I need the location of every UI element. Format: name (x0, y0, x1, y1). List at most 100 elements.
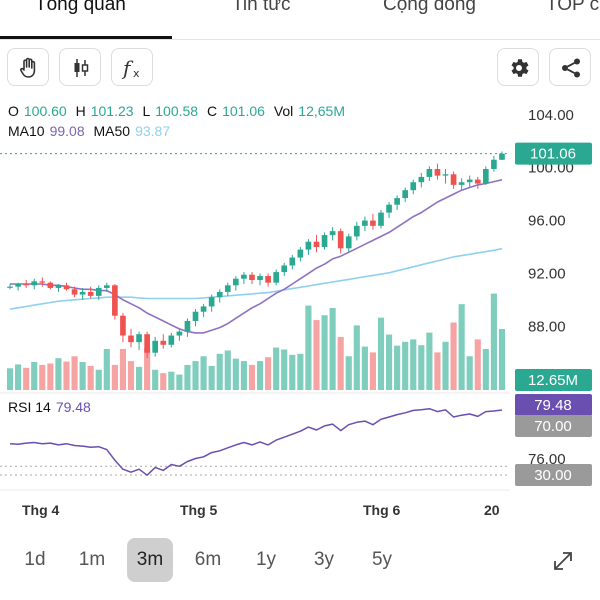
candle-body (345, 236, 352, 249)
ohlc-legend: O 100.60 H 101.23 L 100.58 C 101.06 Vol 12,65… (8, 103, 350, 119)
volume-bar (15, 364, 22, 390)
period-1d[interactable]: 1d (24, 549, 46, 570)
candle (63, 282, 70, 291)
candle-body (466, 179, 473, 183)
candle (39, 277, 46, 287)
volume-bar (256, 361, 264, 390)
candle-body (474, 179, 481, 184)
candle-body (370, 220, 376, 226)
candle-body (321, 235, 328, 247)
ma10-line (10, 179, 503, 334)
candle (410, 179, 417, 195)
volume-bar (345, 356, 352, 390)
volume-bar (192, 361, 199, 390)
candle (345, 233, 352, 253)
drawing-tool-button[interactable] (7, 48, 49, 86)
volume-bar (273, 347, 280, 390)
candle-body (87, 291, 94, 296)
candle (95, 285, 102, 300)
x-axis-tick: Thg 4 (22, 502, 60, 518)
candle (79, 287, 86, 300)
candle (176, 328, 183, 341)
candle-body (208, 297, 215, 307)
candle-body (434, 169, 441, 176)
candle-body (103, 285, 110, 288)
share-button[interactable] (549, 48, 591, 86)
candle (224, 282, 231, 296)
rsi-legend: RSI 14 79.48 (8, 399, 96, 415)
candle-body (152, 340, 159, 353)
x-axis-tick: Thg 5 (180, 502, 218, 518)
candle (136, 331, 142, 351)
candle (160, 334, 167, 349)
candle (120, 313, 126, 343)
price-axis-tick: 88.00 (528, 318, 566, 335)
candle (426, 166, 433, 181)
close-value: 101.06 (222, 103, 265, 119)
volume-bar (152, 369, 159, 390)
volume-bar (410, 339, 417, 390)
candle-body (362, 220, 368, 226)
share-icon (562, 58, 580, 78)
volume-label: Vol (273, 103, 294, 119)
volume-bar (71, 356, 78, 390)
ma50-line (9, 247, 503, 310)
candle (265, 273, 271, 287)
period-6m[interactable]: 6m (194, 549, 222, 570)
open-value: 100.60 (23, 103, 67, 119)
chart-canvas[interactable]: 104.00100.0096.0092.0088.0084.0076.00Thg… (0, 95, 600, 525)
candle-body (337, 231, 344, 249)
candle-body (120, 315, 126, 336)
volume-bar (394, 345, 401, 390)
candle (233, 276, 239, 291)
period-1y[interactable]: 1y (255, 549, 277, 570)
period-5y[interactable]: 5y (371, 549, 393, 570)
volume-bar (498, 329, 506, 390)
volume-bar (337, 336, 344, 390)
candle (152, 336, 159, 357)
candle-body (192, 311, 199, 321)
volume-bar (216, 353, 223, 390)
tab-top[interactable]: TOP c (546, 0, 600, 15)
candle-body (136, 334, 142, 343)
candle (499, 151, 505, 161)
tab-overview[interactable]: Tổng quan (35, 0, 126, 15)
candle (7, 283, 13, 290)
candle (241, 272, 247, 284)
volume-bar (305, 305, 312, 390)
volume-bar (386, 334, 393, 390)
candle (216, 289, 223, 303)
ma50-value: 93.87 (135, 123, 171, 139)
period-1m[interactable]: 1m (78, 549, 106, 570)
candle-body (305, 241, 312, 250)
candle-body (7, 286, 13, 288)
hand-icon (20, 57, 36, 78)
settings-button[interactable] (497, 48, 539, 86)
candle-body (378, 212, 384, 226)
candle (474, 176, 481, 189)
candle (321, 232, 328, 250)
rsi-value: 79.48 (55, 399, 91, 415)
volume-bar (31, 362, 38, 390)
volume-bar (103, 349, 110, 390)
volume-bar (144, 348, 151, 390)
candle (47, 281, 54, 290)
volume-badge-bg (515, 369, 592, 391)
candle (434, 163, 441, 180)
stock-chart[interactable]: 104.00100.0096.0092.0088.0084.0076.00Thg… (0, 95, 600, 525)
candle-body (112, 285, 118, 316)
candle-body (144, 334, 150, 353)
volume-bar (281, 349, 288, 390)
volume-bar (6, 368, 14, 390)
indicators-button[interactable]: f x (111, 48, 153, 86)
period-3y[interactable]: 3y (313, 549, 335, 570)
rsi-axis-tick: 76.00 (528, 451, 566, 468)
volume-bar (369, 352, 376, 390)
period-3m[interactable]: 3m (127, 538, 173, 582)
tab-news[interactable]: Tin tức (232, 0, 291, 15)
fullscreen-icon[interactable] (548, 548, 578, 574)
active-tab-indicator (0, 36, 172, 39)
candle (297, 246, 304, 262)
tab-community[interactable]: Cộng đồng (383, 0, 476, 15)
chart-type-button[interactable] (59, 48, 101, 86)
